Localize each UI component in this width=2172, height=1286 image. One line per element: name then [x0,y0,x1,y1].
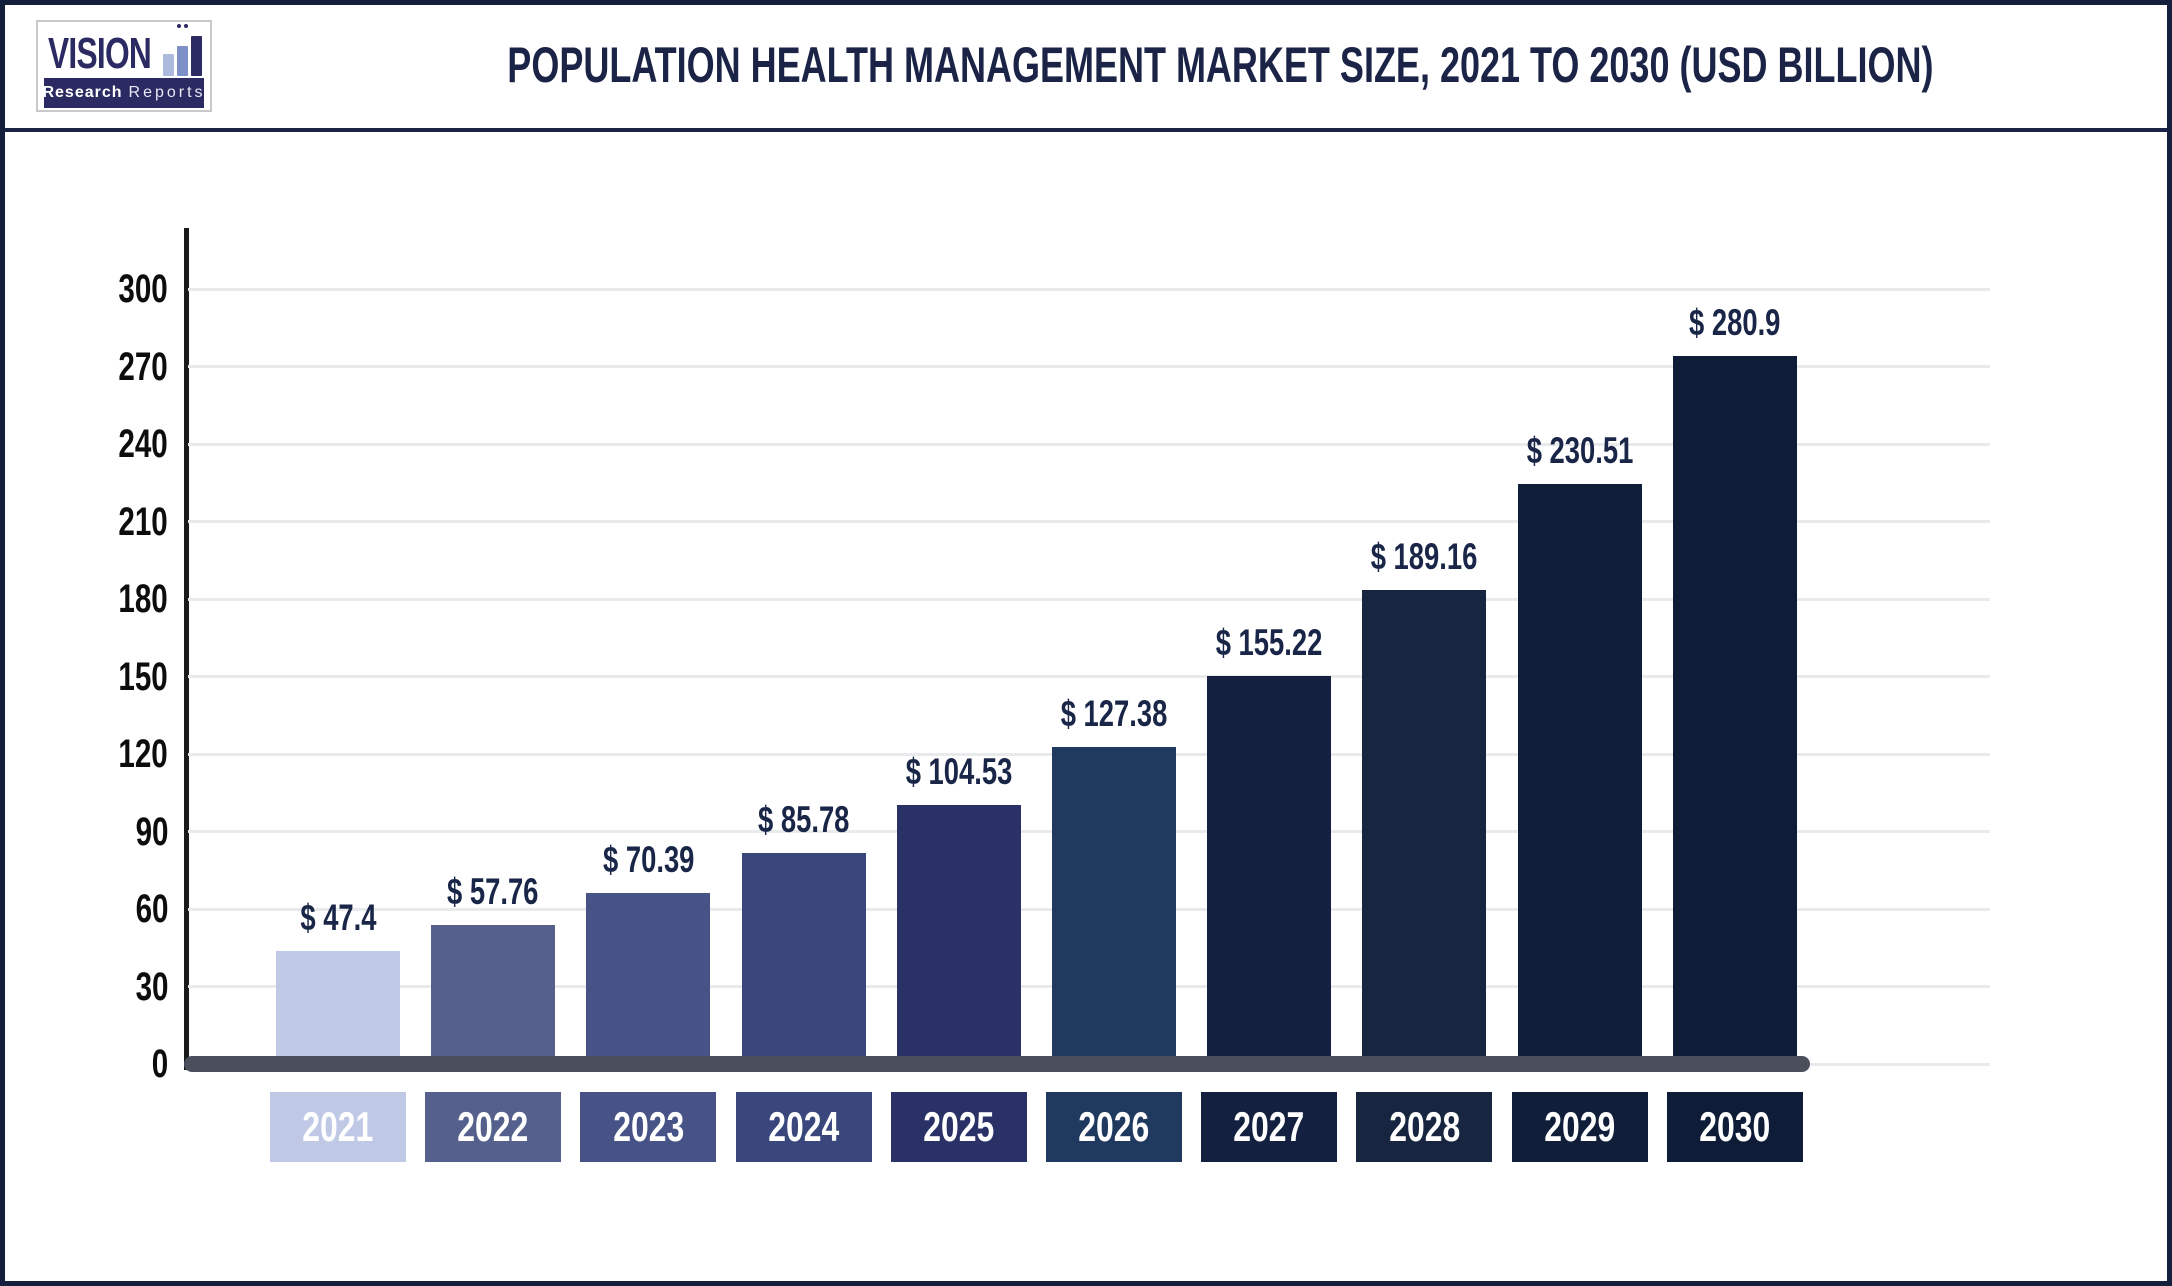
x-category-text: 2026 [1078,1103,1150,1150]
y-tick-text: 150 [118,654,168,699]
y-tick-text: 60 [135,887,168,931]
vision-research-reports-logo: VISION Research Reports [36,20,212,112]
bar-value-text: $ 280.9 [1689,301,1781,343]
x-category-label-2029: 2029 [1511,1092,1648,1162]
bar-value-text: $ 127.38 [1060,693,1168,735]
bar-value-text: $ 57.76 [447,870,539,912]
y-tick-label-150: 150 [30,657,168,697]
gridline-300 [188,287,1990,291]
bar-value-text: $ 85.78 [757,799,850,841]
gridline-150 [188,675,1990,678]
bar-2030 [1672,355,1797,1072]
bar-2027 [1207,676,1332,1072]
logo-bar-chart-icon [163,36,203,76]
logo-tagline-light: Reports [128,84,206,101]
y-tick-text: 90 [135,809,168,854]
y-tick-text: 0 [151,1042,168,1086]
bar-2023 [586,892,711,1072]
x-category-label-2025: 2025 [890,1092,1027,1162]
bar-2029 [1517,484,1642,1072]
header-divider-line [0,128,2172,132]
x-category-label-2021: 2021 [270,1092,406,1162]
x-category-text: 2029 [1544,1103,1616,1150]
bar-value-label-2024: $ 85.78 [654,801,954,838]
bar-value-text: $ 104.53 [905,751,1013,793]
bar-value-label-2021: $ 47.4 [188,899,488,936]
bar-2022 [431,924,556,1072]
logo-brand-text: VISION [48,29,152,78]
bar-value-label-2023: $ 70.39 [498,841,798,878]
y-tick-label-240: 240 [30,424,168,464]
bar-2024 [741,853,866,1072]
y-tick-label-120: 120 [30,734,168,774]
y-tick-text: 240 [118,422,168,466]
logo-bar-1 [163,54,175,76]
y-axis-line [184,228,189,1070]
chart-title: POPULATION HEALTH MANAGEMENT MARKET SIZE… [507,37,1934,93]
gridline-270 [188,365,1990,368]
y-tick-label-270: 270 [30,347,168,387]
chart-title-container: POPULATION HEALTH MANAGEMENT MARKET SIZE… [230,36,2152,94]
bar-value-label-2030: $ 280.9 [1585,304,1885,341]
x-category-label-2028: 2028 [1356,1092,1493,1162]
x-category-text: 2024 [768,1103,840,1150]
bar-value-label-2029: $ 230.51 [1430,432,1730,469]
gridline-180 [188,597,1990,601]
x-category-text: 2021 [302,1103,374,1150]
x-category-text: 2022 [457,1103,529,1150]
bar-2025 [896,805,1021,1072]
bar-value-label-2022: $ 57.76 [343,873,643,910]
y-tick-label-30: 30 [30,967,168,1007]
x-category-text: 2025 [923,1103,995,1150]
y-tick-text: 210 [118,499,168,544]
y-tick-text: 270 [118,344,168,389]
logo-banner: Research Reports [42,78,206,108]
logo-brand-row: VISION [48,28,203,78]
x-category-label-2024: 2024 [735,1092,872,1162]
bar-value-label-2026: $ 127.38 [964,695,1264,732]
x-category-label-2027: 2027 [1201,1092,1338,1162]
gridline-210 [188,520,1990,523]
y-tick-text: 120 [118,732,168,776]
bar-2026 [1052,747,1176,1072]
bar-value-text: $ 189.16 [1371,535,1478,577]
x-category-text: 2028 [1388,1103,1460,1150]
y-tick-text: 30 [135,964,168,1009]
y-tick-label-0: 0 [30,1044,168,1084]
x-axis-baseline [184,1056,1810,1072]
x-category-text: 2023 [612,1103,684,1150]
x-category-text: 2027 [1233,1103,1305,1150]
x-category-label-2022: 2022 [425,1092,562,1162]
bar-value-label-2025: $ 104.53 [809,753,1109,790]
y-tick-label-300: 300 [30,269,168,309]
x-category-label-2030: 2030 [1666,1092,1803,1162]
logo-tagline-bold: Research [42,84,123,101]
bar-value-text: $ 230.51 [1526,430,1633,472]
y-tick-text: 300 [118,267,168,311]
bar-value-text: $ 70.39 [602,838,695,880]
x-category-text: 2030 [1699,1103,1771,1150]
x-category-label-2026: 2026 [1046,1092,1182,1162]
y-tick-label-60: 60 [30,889,168,929]
y-tick-label-210: 210 [30,502,168,542]
bar-value-text: $ 155.22 [1215,622,1323,664]
gridline-240 [188,442,1990,446]
logo-bubbles-icon [177,24,188,28]
y-tick-label-90: 90 [30,812,168,852]
bar-value-label-2028: $ 189.16 [1274,538,1574,575]
logo-bar-2 [177,46,189,76]
y-tick-label-180: 180 [30,579,168,619]
bar-2028 [1362,589,1487,1072]
bar-value-label-2027: $ 155.22 [1119,624,1419,661]
y-tick-text: 180 [118,577,168,621]
x-category-label-2023: 2023 [580,1092,717,1162]
logo-bar-3 [191,36,203,76]
bar-2021 [276,951,400,1072]
bar-value-text: $ 47.4 [299,897,377,939]
